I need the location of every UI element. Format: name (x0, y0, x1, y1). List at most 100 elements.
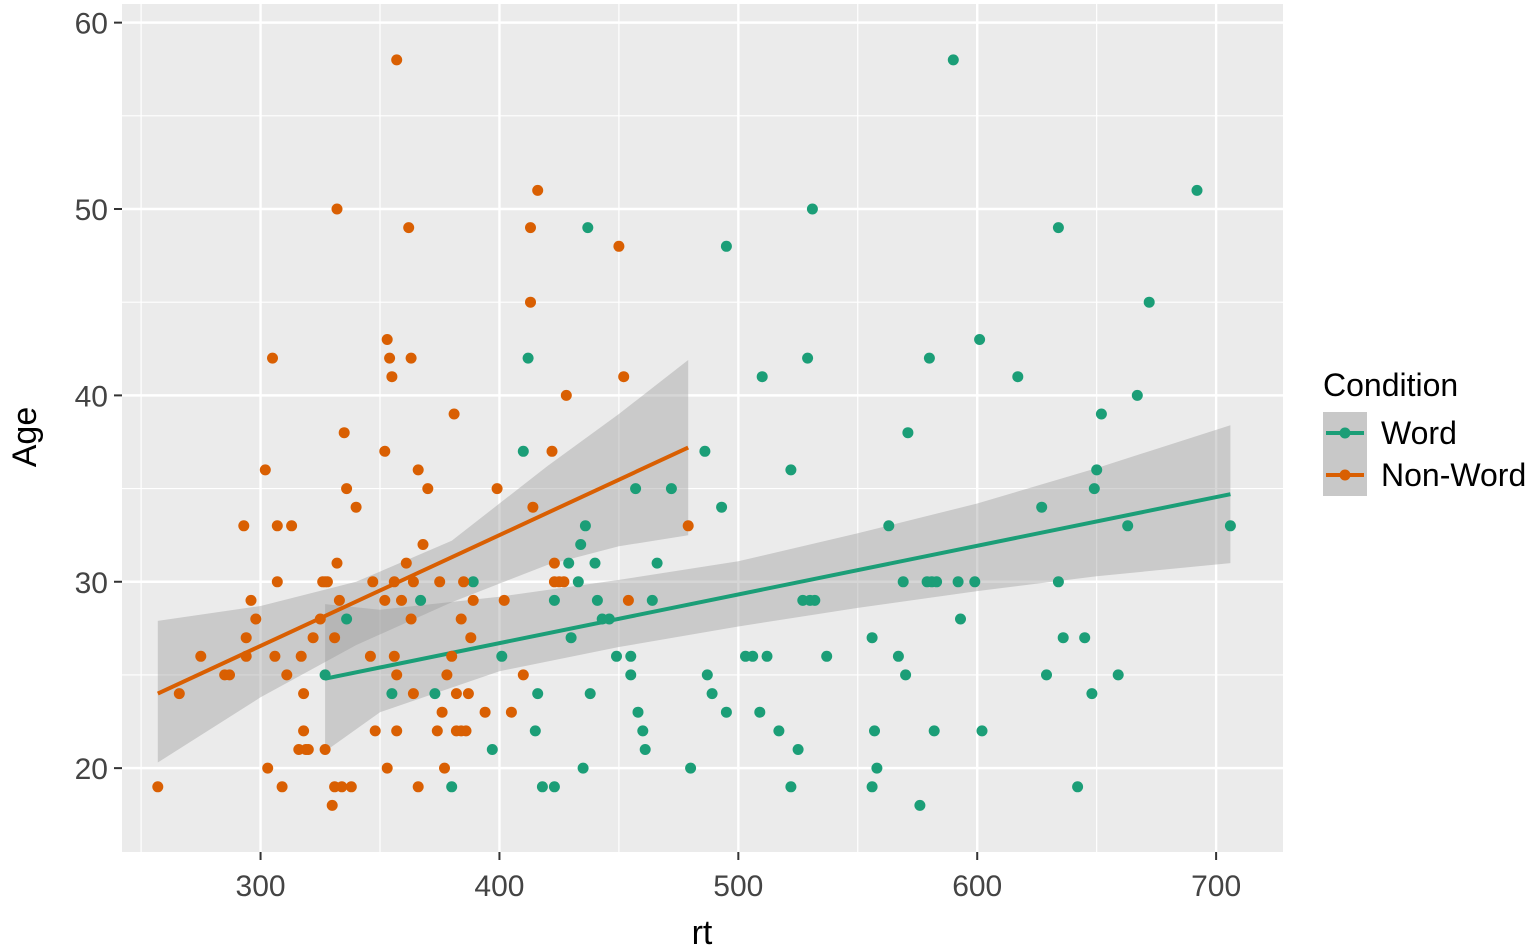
word-point (785, 781, 797, 793)
non-word-point (319, 744, 331, 755)
y-tick-label: 30 (75, 567, 108, 600)
non-word-point (379, 594, 391, 606)
word-point (806, 203, 818, 215)
word-point (716, 501, 728, 513)
non-word-point (613, 240, 625, 252)
word-point (632, 706, 644, 718)
non-word-point (396, 594, 407, 606)
word-point (1041, 669, 1052, 681)
non-word-point (367, 576, 379, 588)
word-point (747, 650, 759, 662)
non-word-point (240, 650, 252, 662)
word-point (1143, 296, 1155, 308)
non-word-point (152, 781, 164, 793)
non-word-point (498, 594, 510, 606)
word-point (548, 594, 560, 606)
non-word-point (448, 408, 460, 420)
word-point (575, 539, 587, 550)
non-word-point (388, 650, 400, 662)
legend-label-non-word: Non-Word (1381, 457, 1526, 493)
non-word-point (391, 54, 403, 66)
y-tick-label: 60 (75, 8, 108, 41)
non-word-point (345, 781, 357, 793)
word-point (976, 725, 988, 737)
word-point (947, 54, 959, 66)
word-point (1112, 669, 1124, 681)
non-word-point (527, 501, 539, 513)
non-word-point (405, 613, 417, 625)
non-word-point (491, 483, 503, 495)
word-point (582, 222, 594, 234)
non-word-point (271, 576, 283, 588)
non-word-point (618, 371, 630, 383)
word-point (756, 371, 768, 383)
non-word-point (412, 464, 424, 476)
word-point (1088, 483, 1100, 495)
word-point (446, 781, 458, 793)
non-word-point (517, 669, 529, 681)
non-word-point (245, 594, 257, 606)
data-points (152, 54, 1236, 811)
word-point (914, 799, 926, 811)
word-point (386, 688, 398, 700)
word-point (1052, 222, 1064, 234)
word-point (572, 576, 584, 588)
word-point (720, 240, 732, 252)
non-word-point (369, 725, 381, 737)
word-point (1072, 781, 1084, 793)
non-word-point (391, 669, 403, 681)
non-word-point (450, 688, 462, 700)
word-point (923, 352, 935, 364)
word-point (577, 762, 589, 774)
non-word-point (446, 650, 458, 662)
non-word-point (441, 669, 453, 681)
word-point (773, 725, 785, 737)
word-point (1052, 576, 1064, 588)
non-word-point (405, 352, 417, 364)
non-word-point (381, 762, 393, 774)
non-word-point (525, 296, 536, 308)
non-word-point (298, 725, 310, 737)
word-point (536, 781, 548, 793)
word-point (584, 688, 596, 700)
non-word-point (281, 669, 293, 681)
word-point (869, 725, 880, 737)
word-point (603, 613, 615, 625)
y-axis-title: Age (6, 407, 44, 468)
non-word-point (276, 781, 288, 793)
word-point (625, 650, 637, 662)
legend-title: Condition (1323, 367, 1458, 403)
word-point (522, 352, 534, 364)
word-point (1131, 389, 1143, 401)
non-word-point (259, 464, 271, 476)
non-word-point (384, 352, 396, 364)
word-point (579, 520, 591, 532)
legend: Condition Word Non-Word (1323, 367, 1526, 496)
word-point (517, 445, 529, 457)
non-word-point (331, 203, 343, 215)
word-point (1057, 632, 1069, 644)
non-word-point (532, 184, 544, 196)
word-point (1079, 632, 1091, 644)
non-word-point (173, 688, 185, 700)
non-word-point (286, 520, 298, 532)
word-point (1036, 501, 1048, 513)
major-gridlines (122, 4, 1283, 852)
y-tick-label: 40 (75, 380, 108, 413)
word-point (897, 576, 909, 588)
non-word-confidence-band (157, 360, 689, 763)
non-word-point (458, 576, 470, 588)
non-word-point (314, 613, 326, 625)
non-word-point (321, 576, 333, 588)
word-point (563, 557, 575, 569)
word-point (651, 557, 663, 569)
word-point (792, 744, 804, 755)
non-word-point (455, 613, 467, 625)
non-word-point (505, 706, 517, 718)
non-word-point (391, 725, 403, 737)
word-point (785, 464, 797, 476)
word-point (809, 594, 821, 606)
word-point (931, 576, 943, 588)
non-word-point (240, 632, 252, 644)
non-word-point (417, 539, 429, 550)
